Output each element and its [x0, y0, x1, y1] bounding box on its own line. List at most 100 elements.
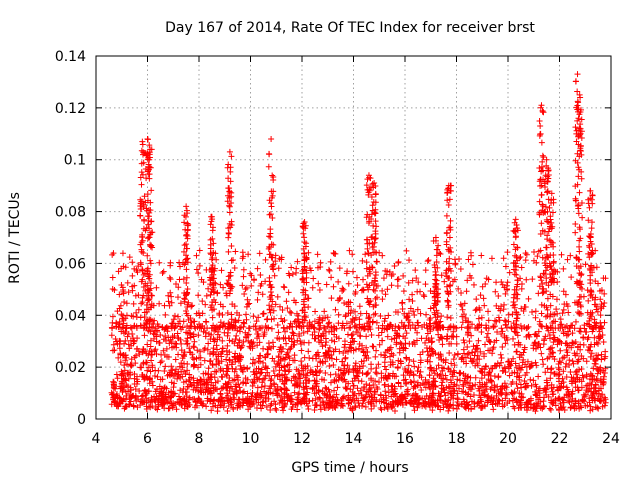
- data-point: [502, 290, 509, 297]
- data-point: [235, 317, 242, 324]
- data-point: [338, 324, 345, 331]
- data-point: [559, 310, 566, 317]
- data-point: [189, 351, 196, 358]
- data-point: [403, 313, 410, 320]
- data-point: [138, 147, 145, 154]
- data-point: [336, 265, 343, 272]
- data-point: [127, 384, 134, 391]
- data-point: [495, 314, 502, 321]
- data-point: [300, 329, 307, 336]
- data-point: [517, 322, 524, 329]
- data-point: [172, 356, 179, 363]
- data-point: [562, 291, 569, 298]
- data-point: [280, 283, 287, 290]
- data-point: [427, 315, 434, 322]
- data-point: [328, 324, 335, 331]
- data-point: [165, 405, 172, 412]
- data-point: [394, 282, 401, 289]
- data-point: [511, 219, 518, 226]
- data-point: [348, 332, 355, 339]
- data-point: [483, 322, 490, 329]
- data-point: [183, 266, 190, 273]
- data-point: [444, 197, 451, 204]
- data-point: [121, 298, 128, 305]
- data-point: [179, 324, 186, 331]
- data-point: [419, 349, 426, 356]
- data-point: [446, 282, 453, 289]
- data-point: [219, 394, 226, 401]
- data-point: [165, 354, 172, 360]
- data-point: [226, 387, 233, 394]
- data-point: [400, 272, 407, 279]
- data-point: [578, 281, 585, 288]
- data-point: [446, 350, 453, 357]
- data-point: [354, 367, 361, 374]
- data-point: [300, 371, 307, 378]
- data-point: [368, 375, 375, 382]
- data-point: [269, 355, 276, 362]
- data-point: [535, 373, 542, 380]
- data-point: [208, 218, 215, 225]
- data-point: [180, 276, 187, 283]
- data-point: [184, 233, 191, 240]
- data-point: [437, 393, 444, 400]
- data-point: [494, 328, 501, 335]
- data-point: [284, 349, 291, 356]
- data-point: [168, 394, 174, 401]
- data-point: [468, 358, 475, 365]
- data-point: [350, 382, 357, 389]
- data-point: [332, 346, 339, 353]
- data-point: [538, 277, 545, 284]
- data-point: [270, 307, 277, 314]
- data-point: [433, 271, 440, 278]
- data-point: [372, 310, 379, 317]
- data-point: [521, 377, 528, 384]
- data-point: [489, 346, 496, 353]
- data-point: [391, 262, 398, 269]
- data-point: [441, 278, 448, 285]
- data-point: [139, 349, 146, 356]
- data-point: [453, 340, 460, 347]
- data-point: [548, 384, 555, 391]
- data-point: [407, 305, 414, 312]
- data-point: [514, 369, 521, 376]
- data-point: [299, 270, 306, 277]
- data-point: [443, 267, 450, 274]
- data-point: [196, 247, 203, 254]
- data-point: [163, 345, 170, 352]
- data-point: [443, 376, 450, 383]
- data-point: [244, 397, 251, 404]
- data-point: [326, 319, 333, 326]
- data-point: [331, 376, 338, 383]
- data-point: [545, 165, 552, 172]
- data-point: [535, 290, 542, 297]
- data-point: [147, 260, 154, 267]
- data-point: [513, 380, 520, 387]
- data-point: [472, 307, 479, 314]
- data-point: [340, 286, 347, 293]
- data-point: [269, 262, 276, 269]
- data-point: [334, 396, 341, 403]
- data-point: [367, 319, 374, 326]
- data-point: [501, 365, 508, 372]
- data-point: [602, 353, 609, 360]
- data-point: [228, 199, 235, 206]
- data-point: [193, 310, 200, 317]
- data-point: [289, 271, 296, 278]
- data-point: [245, 337, 252, 344]
- data-point: [383, 366, 390, 373]
- data-point: [514, 295, 521, 302]
- data-point: [122, 329, 129, 336]
- data-point: [208, 302, 215, 309]
- data-point: [460, 383, 467, 390]
- data-point: [382, 267, 389, 274]
- data-point: [286, 366, 293, 373]
- data-point: [592, 278, 599, 285]
- data-point: [297, 398, 304, 405]
- data-point: [266, 233, 273, 240]
- data-point: [131, 322, 138, 329]
- data-point: [430, 382, 437, 389]
- data-point: [438, 334, 445, 341]
- data-point: [536, 318, 543, 325]
- data-point: [118, 265, 125, 272]
